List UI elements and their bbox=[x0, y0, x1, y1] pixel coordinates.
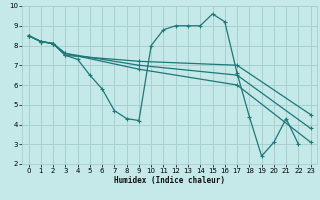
X-axis label: Humidex (Indice chaleur): Humidex (Indice chaleur) bbox=[114, 176, 225, 185]
